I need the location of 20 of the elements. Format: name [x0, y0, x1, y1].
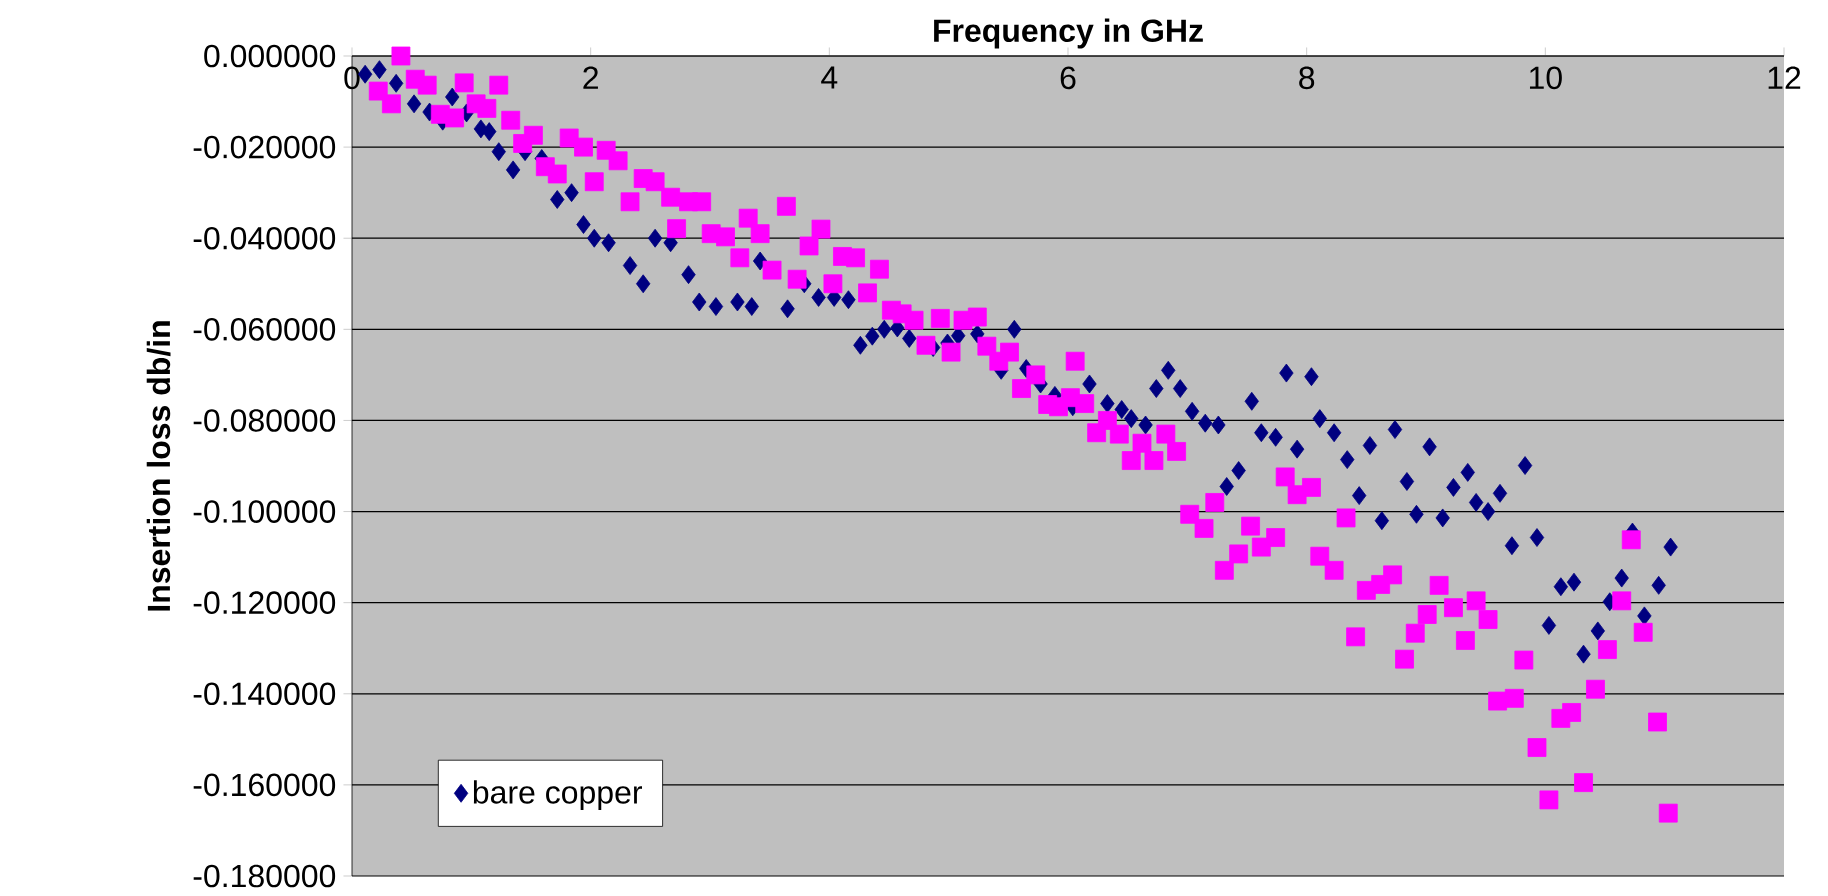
y-tick-label: -0.120000 [193, 591, 336, 614]
y-tick-label: -0.160000 [193, 773, 336, 797]
x-tick-label: 8 [1299, 66, 1315, 90]
legend-label: bare copper [473, 780, 643, 811]
y-axis-title: Insertion loss db/in [146, 321, 171, 611]
x-tick-label: 4 [821, 66, 838, 89]
y-tick-label: -0.180000 [193, 864, 336, 888]
y-tick-label: -0.140000 [193, 682, 336, 706]
x-tick-label: 6 [1060, 66, 1076, 90]
x-tick-label: 12 [1768, 66, 1801, 89]
x-tick-label: 10 [1529, 66, 1562, 90]
x-tick-label: 2 [583, 66, 598, 89]
y-tick-label: -0.040000 [193, 226, 336, 250]
y-tick-label: -0.100000 [193, 500, 336, 523]
x-tick-label: 0 [344, 66, 360, 90]
y-tick-label: -0.060000 [193, 318, 336, 341]
x-axis-title: Frequency in GHz [934, 18, 1203, 49]
y-tick-label: -0.080000 [193, 409, 336, 432]
y-tick-label: -0.020000 [193, 135, 336, 159]
y-tick-label: 0.000000 [204, 44, 336, 68]
